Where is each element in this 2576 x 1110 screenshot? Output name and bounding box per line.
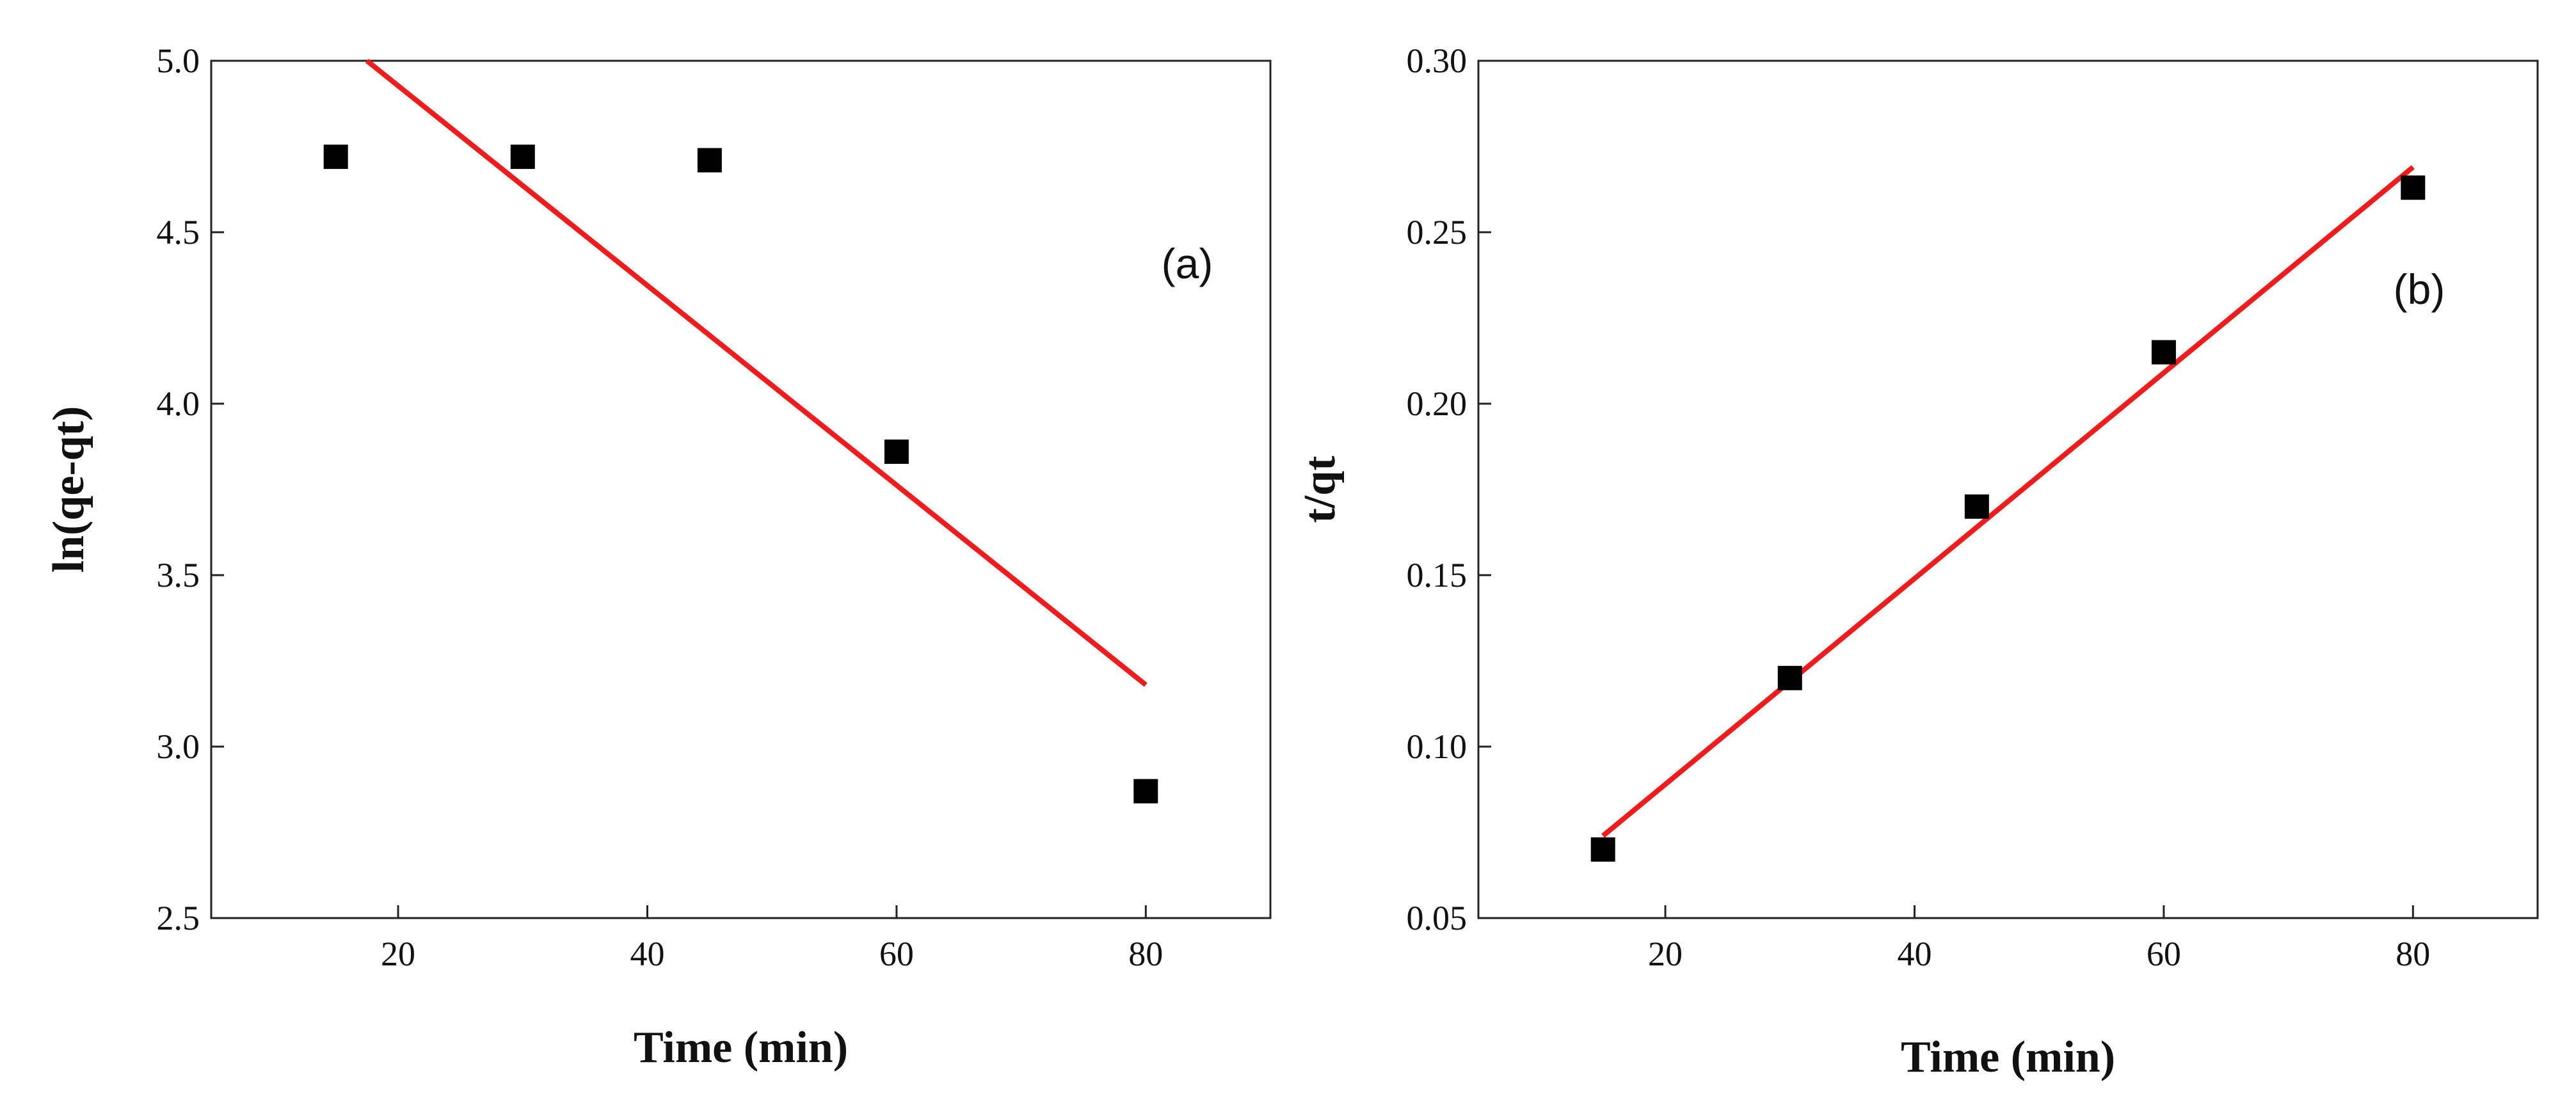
y-tick-label: 0.05 [1407,899,1468,937]
y-tick-label: 0.10 [1407,727,1468,766]
x-axis-title: Time (min) [1901,1033,2115,1082]
chart-panel-b: 0.05 0.10 0.15 0.20 0.25 0.30 20 40 60 80 Time (mi… [1295,42,2539,1082]
data-point [1590,837,1615,862]
y-tick-label: 5.0 [157,42,200,80]
y-tick-label: 3.0 [157,727,200,766]
chart-panel-a: 2.5 3.0 3.5 4.0 4.5 5.0 20 40 60 80 Time (min) ln(q… [44,42,1272,1072]
data-point [510,145,535,170]
x-tick-label: 40 [630,935,664,973]
plot-frame [210,59,1272,919]
y-tick-label: 0.25 [1407,213,1468,251]
x-tick-label: 60 [2147,935,2181,973]
x-tick-label: 40 [1897,935,1932,973]
x-tick-label: 80 [2396,935,2430,973]
y-tick-label: 0.15 [1407,556,1468,594]
data-point [2401,175,2426,200]
data-point [1777,665,1802,690]
fit-line [1601,165,2415,838]
x-tick-label: 80 [1128,935,1163,973]
plot-frame [1477,59,2539,919]
y-tick-label: 0.20 [1407,385,1468,423]
y-tick-label: 4.0 [157,385,200,423]
y-tick-label: 2.5 [157,899,200,937]
x-tick-label: 60 [879,935,914,973]
data-point [1964,494,1989,519]
fit-line [365,58,1148,687]
data-point [323,145,348,170]
y-tick-label: 0.30 [1407,42,1468,80]
panel-annotation: (b) [2394,266,2445,313]
y-axis-title: ln(qe-qt) [44,406,93,573]
y-tick-label: 4.5 [157,213,200,251]
data-point [697,148,722,173]
x-tick-label: 20 [1648,935,1683,973]
x-tick-label: 20 [381,935,415,973]
data-point [2151,340,2176,365]
y-axis-title: t/qt [1295,456,1345,523]
x-axis-title: Time (min) [634,1023,848,1072]
data-point [1133,779,1158,804]
panel-annotation: (a) [1162,240,1213,287]
y-tick-label: 3.5 [157,556,200,594]
data-point [884,440,909,464]
